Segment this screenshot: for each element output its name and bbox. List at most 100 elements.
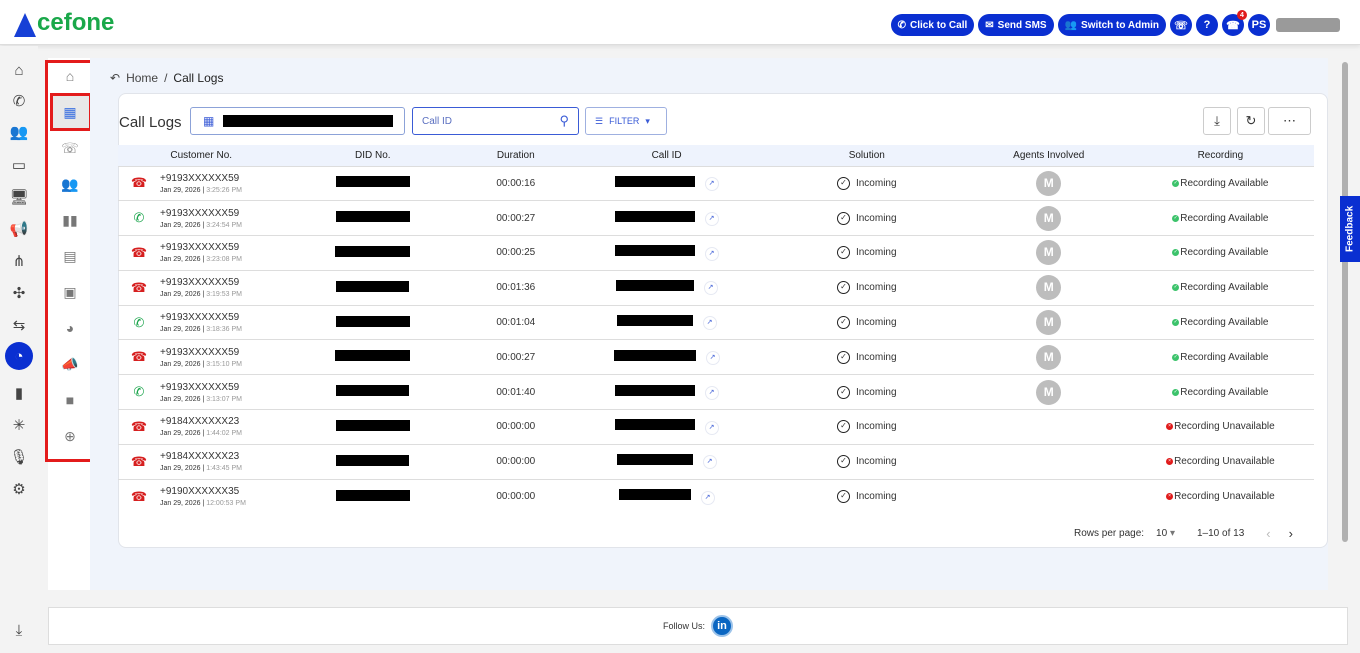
reports-icon[interactable]: ◔: [5, 342, 33, 370]
help-button[interactable]: ?: [1196, 14, 1218, 36]
agent-icon: ☏: [1174, 19, 1188, 32]
agent-avatar[interactable]: M: [1036, 310, 1062, 336]
more-options-button[interactable]: ⋯: [1268, 107, 1311, 135]
routing-icon[interactable]: ⇆: [12, 317, 26, 334]
table-row[interactable]: ☎ +9184XXXXXX23 Jan 29, 2026 | 1:44:02 PM …: [118, 409, 1314, 445]
did-number-redacted: [335, 176, 410, 188]
table-icon[interactable]: ▦: [63, 103, 77, 120]
rows-per-page-select[interactable]: 10 ▾: [1156, 528, 1175, 539]
table-row[interactable]: ✆ +9193XXXXXX59 Jan 29, 2026 | 3:13:07 PM …: [118, 374, 1314, 410]
next-page-button[interactable]: ›: [1288, 526, 1293, 541]
integration-icon[interactable]: ✣: [12, 285, 26, 302]
phone-icon[interactable]: ✆: [12, 93, 26, 110]
open-link-icon[interactable]: ↗: [704, 177, 719, 192]
breadcrumb-home[interactable]: Home: [126, 71, 159, 85]
recording-status[interactable]: Recording Available: [1180, 212, 1269, 224]
open-link-icon[interactable]: ↗: [704, 420, 719, 435]
call-id-redacted: [614, 210, 695, 222]
table-row[interactable]: ☎ +9193XXXXXX59 Jan 29, 2026 | 3:25:26 PM …: [118, 165, 1314, 201]
recording-status[interactable]: Recording Available: [1180, 282, 1269, 294]
recording-status[interactable]: Recording Available: [1180, 351, 1269, 363]
microphone-icon[interactable]: 🎙: [9, 449, 29, 466]
table-row[interactable]: ☎ +9190XXXXXX35 Jan 29, 2026 | 12:00:53 PM…: [118, 478, 1314, 514]
call-id-input[interactable]: [422, 115, 552, 127]
pie-chart-icon[interactable]: ◕: [65, 320, 75, 336]
agent-avatar[interactable]: M: [1036, 379, 1062, 405]
agent-avatar[interactable]: M: [1036, 205, 1062, 231]
open-link-icon[interactable]: ↗: [702, 316, 717, 331]
recording-status[interactable]: Recording Available: [1180, 247, 1269, 259]
back-icon[interactable]: ↶: [110, 71, 121, 85]
open-link-icon[interactable]: ↗: [700, 490, 715, 505]
wallet-icon[interactable]: ▭: [11, 157, 27, 174]
table-row[interactable]: ☎ +9184XXXXXX23 Jan 29, 2026 | 1:43:45 PM …: [118, 443, 1314, 480]
outgoing-call-icon: ☎: [130, 349, 148, 365]
home-icon[interactable]: ⌂: [65, 68, 75, 84]
duration: 00:00:16: [461, 165, 571, 201]
call-analytics-icon[interactable]: ☏: [61, 139, 79, 156]
acefone-logo[interactable]: cefone: [14, 9, 114, 37]
missed-calls-button[interactable]: ☎ 4: [1222, 10, 1247, 36]
linkedin-icon[interactable]: in: [711, 615, 733, 637]
prev-page-button[interactable]: ‹: [1266, 526, 1271, 541]
caret-down-icon: ▾: [645, 115, 650, 126]
download-icon[interactable]: ⤓: [15, 621, 23, 639]
agent-avatar[interactable]: M: [1036, 275, 1062, 301]
campaign-icon[interactable]: 📣: [61, 355, 79, 372]
sub-nav-sidebar: [48, 58, 90, 590]
filter-button[interactable]: ☰ FILTER ▾: [585, 107, 667, 135]
feedback-tab[interactable]: Feedback: [1340, 196, 1360, 262]
call-id-redacted: [614, 245, 695, 257]
download-button[interactable]: ⤓: [1203, 107, 1231, 135]
agent-avatar[interactable]: M: [1036, 170, 1062, 196]
agent-avatar[interactable]: M: [1036, 240, 1062, 266]
open-link-icon[interactable]: ↗: [702, 455, 717, 470]
user-avatar[interactable]: PS: [1248, 14, 1270, 36]
agents-icon[interactable]: 👥: [61, 175, 79, 192]
table-row[interactable]: ☎ +9193XXXXXX59 Jan 29, 2026 | 3:15:10 PM …: [118, 339, 1314, 375]
click-to-call-button[interactable]: ✆ Click to Call: [890, 14, 975, 36]
open-link-icon[interactable]: ↗: [704, 385, 719, 400]
premium-chart-icon[interactable]: ▮▮: [62, 211, 78, 228]
refresh-button[interactable]: ↻: [1237, 107, 1265, 135]
users-icon[interactable]: 👥: [9, 124, 29, 141]
report-card-icon[interactable]: ▣: [63, 283, 77, 300]
download-circle-icon[interactable]: ⊕: [64, 427, 76, 444]
hub-icon[interactable]: ✳: [12, 417, 26, 434]
call-status-button[interactable]: ☏: [1170, 14, 1192, 36]
table-row[interactable]: ✆ +9193XXXXXX59 Jan 29, 2026 | 3:18:36 PM …: [118, 304, 1314, 340]
table-row[interactable]: ☎ +9193XXXXXX59 Jan 29, 2026 | 3:23:08 PM …: [118, 235, 1314, 271]
recording-status[interactable]: Recording Available: [1180, 177, 1269, 189]
did-number-redacted: [336, 385, 410, 397]
table-row[interactable]: ☎ +9193XXXXXX59 Jan 29, 2026 | 3:19:53 PM …: [118, 269, 1314, 306]
calendar-icon: ▦: [203, 114, 215, 128]
network-icon[interactable]: ⋔: [12, 253, 26, 270]
message-list-icon[interactable]: ▤: [63, 247, 77, 264]
open-link-icon[interactable]: ↗: [705, 351, 720, 366]
switch-to-admin-button[interactable]: 👥 Switch to Admin: [1057, 14, 1166, 36]
scrollbar[interactable]: [1342, 62, 1348, 542]
monitor-settings-icon[interactable]: 🖥: [9, 189, 29, 206]
agent-avatar[interactable]: M: [1036, 344, 1062, 370]
customer-number: +9193XXXXXX59: [160, 346, 240, 358]
date-range-picker[interactable]: ▦: [190, 107, 405, 135]
open-link-icon[interactable]: ↗: [704, 246, 719, 261]
outgoing-call-icon: ☎: [130, 244, 148, 260]
recording-status[interactable]: Recording Available: [1180, 317, 1269, 329]
table-row[interactable]: ✆ +9193XXXXXX59 Jan 29, 2026 | 3:24:54 PM …: [118, 200, 1314, 236]
outgoing-call-icon: ☎: [130, 453, 148, 469]
outgoing-call-icon: ☎: [130, 418, 148, 434]
search-icon[interactable]: ⚲: [559, 113, 569, 128]
check-icon: ✓: [1172, 388, 1180, 396]
home-icon[interactable]: ⌂: [14, 61, 24, 79]
open-link-icon[interactable]: ↗: [704, 211, 719, 226]
video-icon[interactable]: ■: [65, 392, 75, 408]
highlight-box-active: [50, 93, 92, 131]
megaphone-icon[interactable]: 📢: [9, 221, 29, 238]
recording-status[interactable]: Recording Available: [1180, 386, 1269, 398]
send-sms-button[interactable]: ✉ Send SMS: [978, 14, 1054, 36]
open-link-icon[interactable]: ↗: [703, 281, 718, 296]
settings-icon[interactable]: ⚙: [12, 481, 26, 498]
bar-chart-icon[interactable]: ▮: [14, 385, 24, 402]
call-id-search[interactable]: ⚲: [412, 107, 579, 135]
